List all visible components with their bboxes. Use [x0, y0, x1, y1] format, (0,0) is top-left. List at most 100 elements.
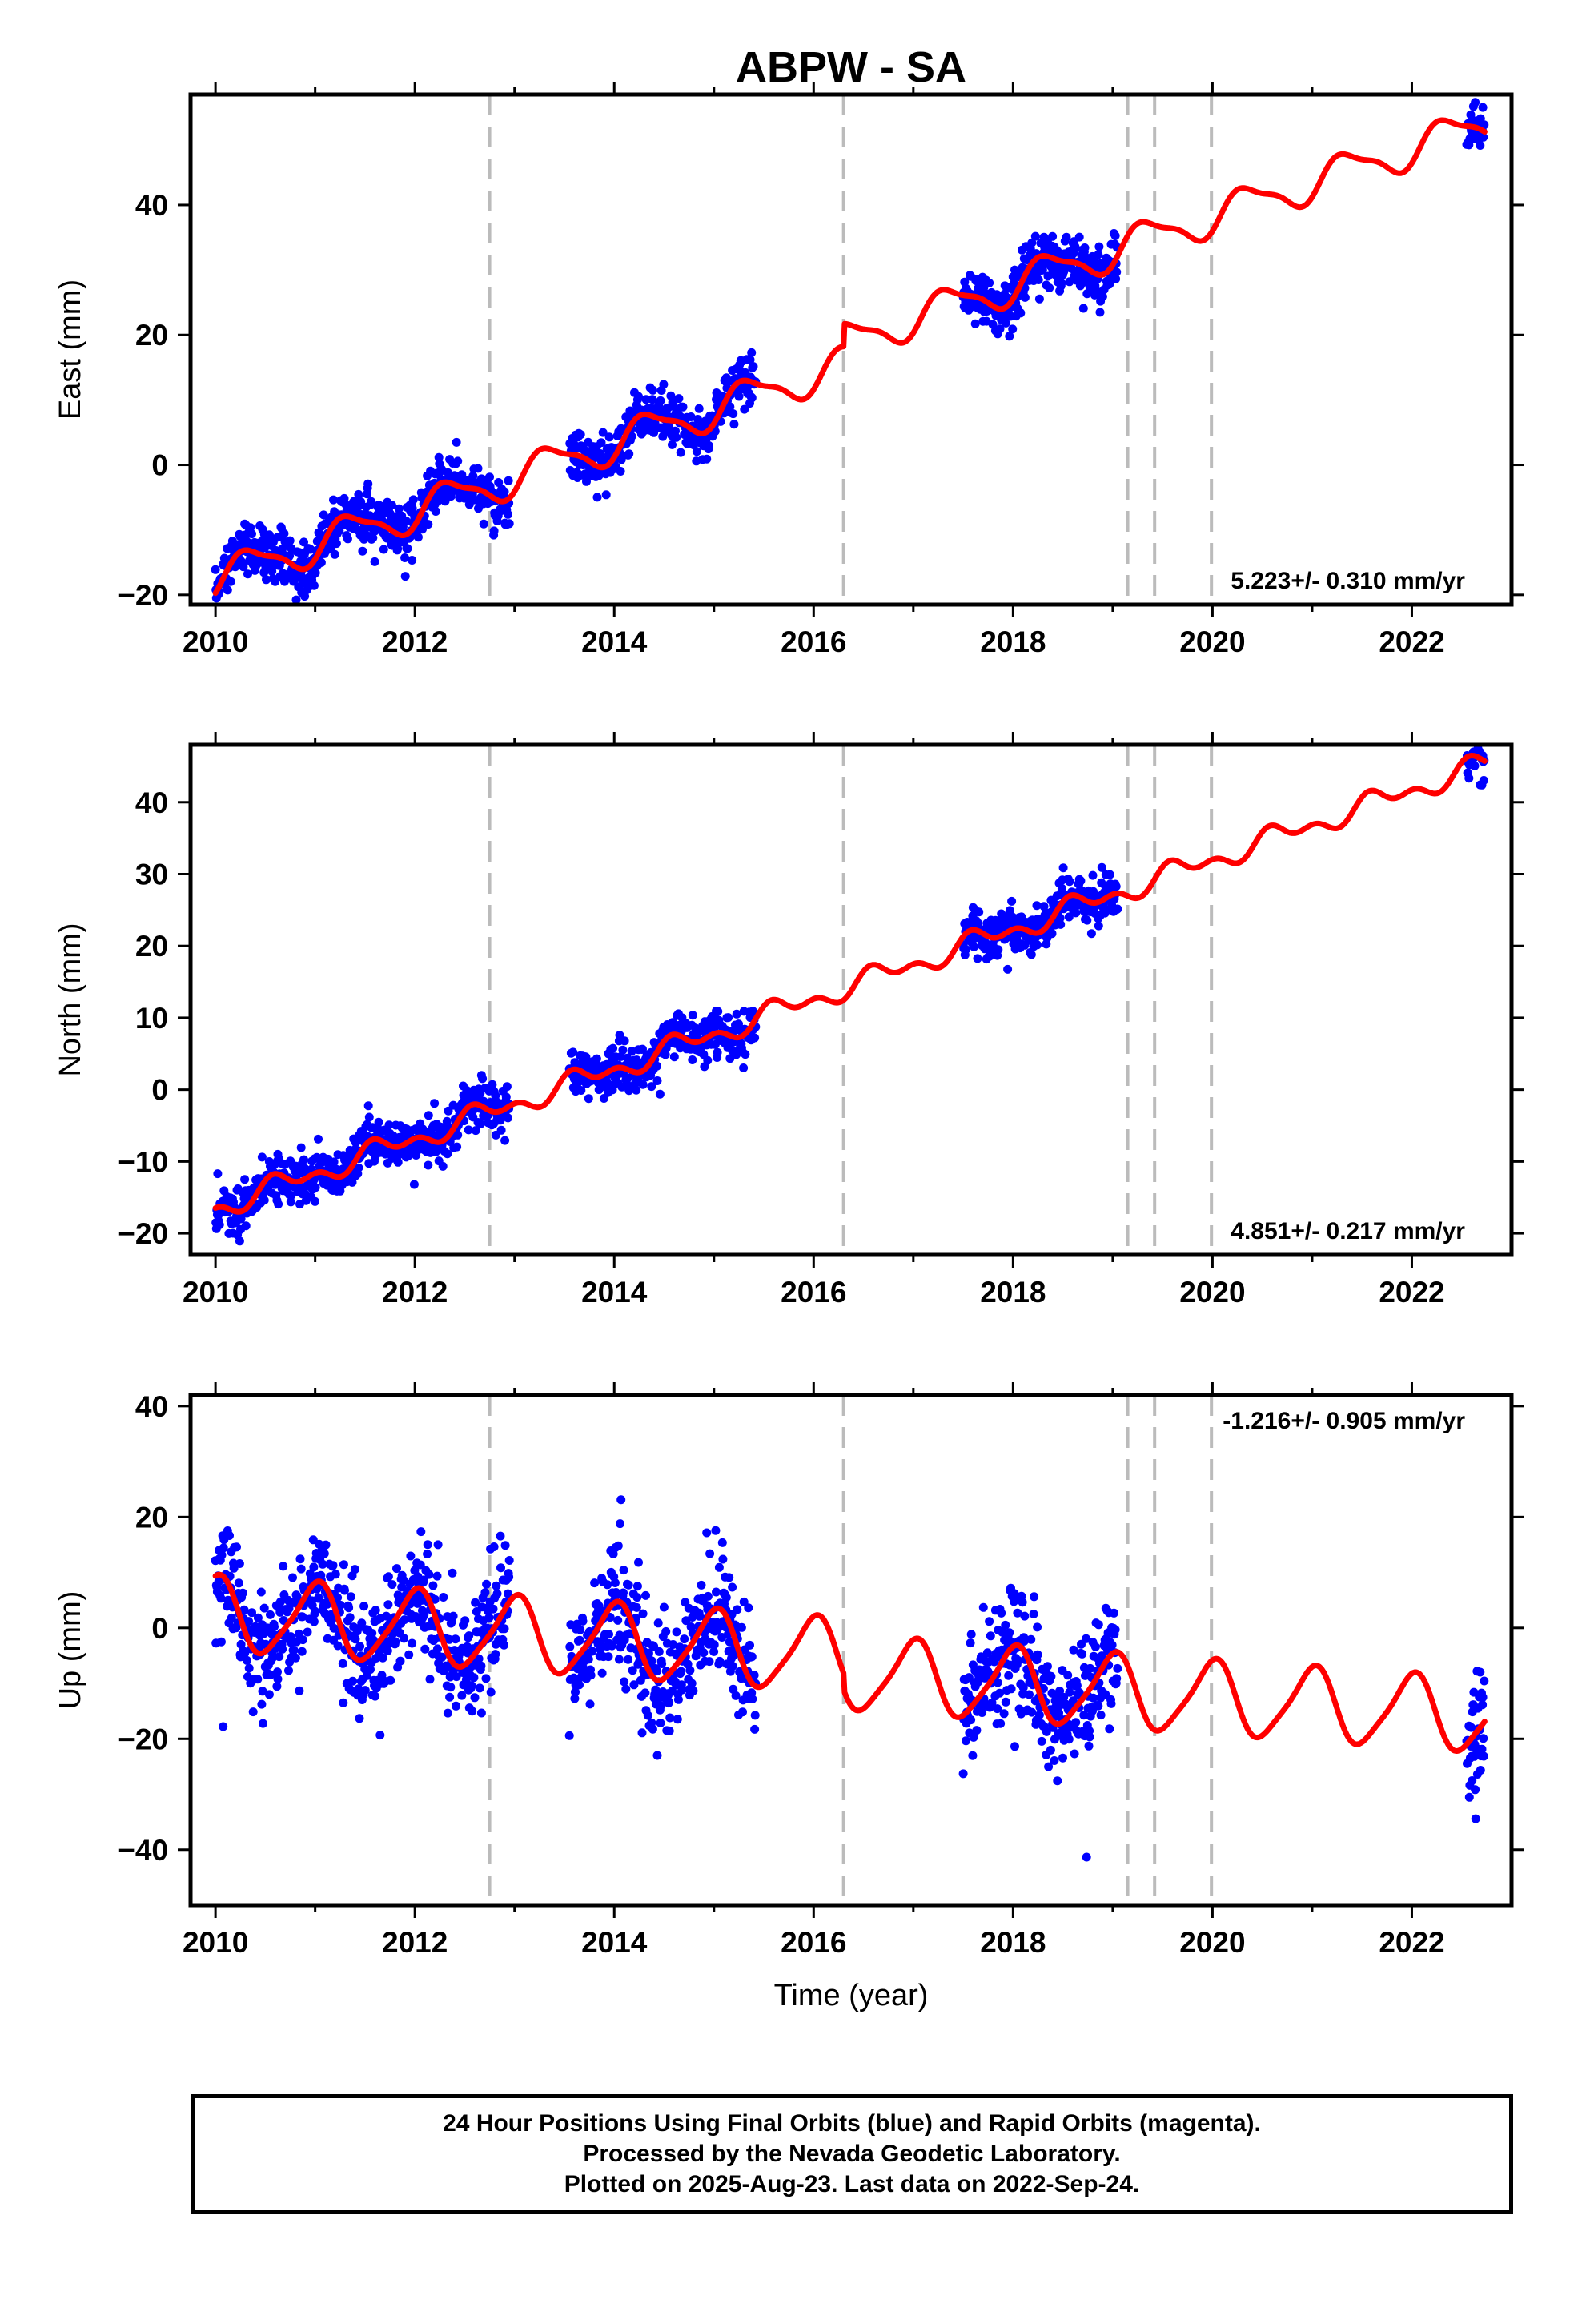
- data-point: [725, 1054, 735, 1063]
- data-point: [610, 1578, 620, 1587]
- data-point: [500, 487, 509, 497]
- data-point: [219, 1543, 228, 1553]
- data-point: [1476, 1766, 1485, 1775]
- data-point: [291, 595, 301, 605]
- data-point: [594, 1602, 604, 1610]
- data-point: [416, 1527, 426, 1537]
- y-tick-label: 30: [135, 858, 168, 891]
- chart-title: ABPW - SA: [736, 43, 966, 91]
- panel-up: 2010 2012 2014 2016 2018 2020 2022 −40 −20 0 20 40 U…: [54, 1382, 1524, 1959]
- data-point: [464, 1631, 474, 1641]
- data-point: [693, 415, 702, 424]
- data-point: [578, 1616, 588, 1626]
- data-point: [215, 1220, 224, 1229]
- data-point: [745, 355, 755, 364]
- data-point: [656, 1719, 665, 1727]
- data-point: [420, 1610, 429, 1620]
- data-point: [729, 409, 738, 419]
- y-tick-label: −20: [118, 1217, 168, 1250]
- data-point: [678, 402, 688, 412]
- data-point: [665, 1713, 675, 1723]
- data-point: [1464, 774, 1474, 783]
- data-point: [500, 1624, 509, 1634]
- data-point: [1071, 1718, 1081, 1727]
- data-point: [620, 1677, 629, 1687]
- data-point: [729, 1651, 739, 1659]
- data-point: [1078, 304, 1088, 313]
- data-point: [973, 954, 982, 963]
- data-point: [1082, 1852, 1091, 1862]
- data-point: [747, 393, 757, 403]
- data-point: [403, 544, 412, 553]
- data-point: [328, 1561, 338, 1570]
- data-point: [648, 385, 657, 395]
- data-point: [1018, 1598, 1027, 1607]
- data-point: [970, 319, 980, 328]
- data-point: [423, 1540, 432, 1550]
- data-point: [575, 1635, 584, 1645]
- data-point: [1476, 1667, 1485, 1677]
- y-tick-label: 40: [135, 189, 168, 222]
- x-tick-label: 2010: [183, 1926, 248, 1959]
- model-curve-north: [212, 753, 1488, 1215]
- x-tick-label: 2016: [781, 625, 846, 658]
- data-point: [311, 1183, 320, 1192]
- data-point: [367, 497, 376, 506]
- data-point: [1027, 238, 1037, 247]
- data-point: [473, 464, 483, 473]
- footer-line-2: Processed by the Nevada Geodetic Laborat…: [583, 2141, 1121, 2167]
- data-point: [479, 519, 488, 529]
- data-point: [225, 1531, 234, 1540]
- data-point: [994, 945, 1003, 955]
- data-point: [270, 1622, 279, 1631]
- data-point: [1027, 1707, 1037, 1717]
- data-point: [632, 1582, 642, 1591]
- data-point: [1034, 275, 1043, 284]
- data-point: [213, 1169, 223, 1179]
- data-point: [330, 549, 339, 559]
- data-point: [628, 1666, 637, 1675]
- data-point: [619, 1566, 628, 1575]
- data-point: [996, 1719, 1006, 1728]
- data-point: [275, 1652, 284, 1662]
- data-point: [1003, 964, 1013, 974]
- data-point: [1109, 1608, 1118, 1618]
- data-point: [383, 1572, 393, 1582]
- data-point: [396, 1656, 405, 1666]
- data-point: [1478, 1700, 1488, 1710]
- y-tick-label: 0: [151, 449, 168, 482]
- data-point: [686, 412, 696, 421]
- data-point: [284, 1666, 293, 1675]
- panel-east: 2010 2012 2014 2016 2018 2020 2022 −20 0 20 40 East…: [54, 82, 1524, 658]
- data-point: [581, 1052, 591, 1062]
- data-point: [309, 1562, 319, 1572]
- data-point: [443, 1149, 452, 1159]
- data-point: [439, 1593, 448, 1602]
- data-point: [576, 430, 585, 440]
- x-tick-label: 2018: [980, 1276, 1046, 1309]
- data-point: [289, 1646, 299, 1655]
- data-point: [624, 1580, 633, 1590]
- data-point: [423, 1550, 432, 1558]
- data-point: [747, 1652, 757, 1662]
- data-point: [409, 1180, 419, 1189]
- data-point: [491, 1091, 500, 1100]
- data-point: [496, 1531, 505, 1541]
- data-point: [1112, 1674, 1122, 1683]
- data-point: [966, 1630, 976, 1639]
- data-point: [266, 1670, 275, 1679]
- data-point: [371, 1691, 380, 1701]
- data-point: [570, 1694, 580, 1703]
- rate-label-up: -1.216+/- 0.905 mm/yr: [1223, 1408, 1465, 1434]
- data-point: [378, 1653, 387, 1663]
- data-point: [448, 1611, 458, 1621]
- data-point: [354, 489, 363, 499]
- data-point: [416, 1560, 425, 1570]
- data-point: [240, 1649, 250, 1658]
- y-tick-label: 20: [135, 930, 168, 963]
- footer-box: 24 Hour Positions Using Final Orbits (bl…: [191, 2094, 1513, 2214]
- x-tick-label: 2012: [382, 1276, 448, 1309]
- data-point: [750, 1033, 760, 1043]
- data-point: [1029, 1610, 1038, 1618]
- data-point: [1025, 1690, 1034, 1699]
